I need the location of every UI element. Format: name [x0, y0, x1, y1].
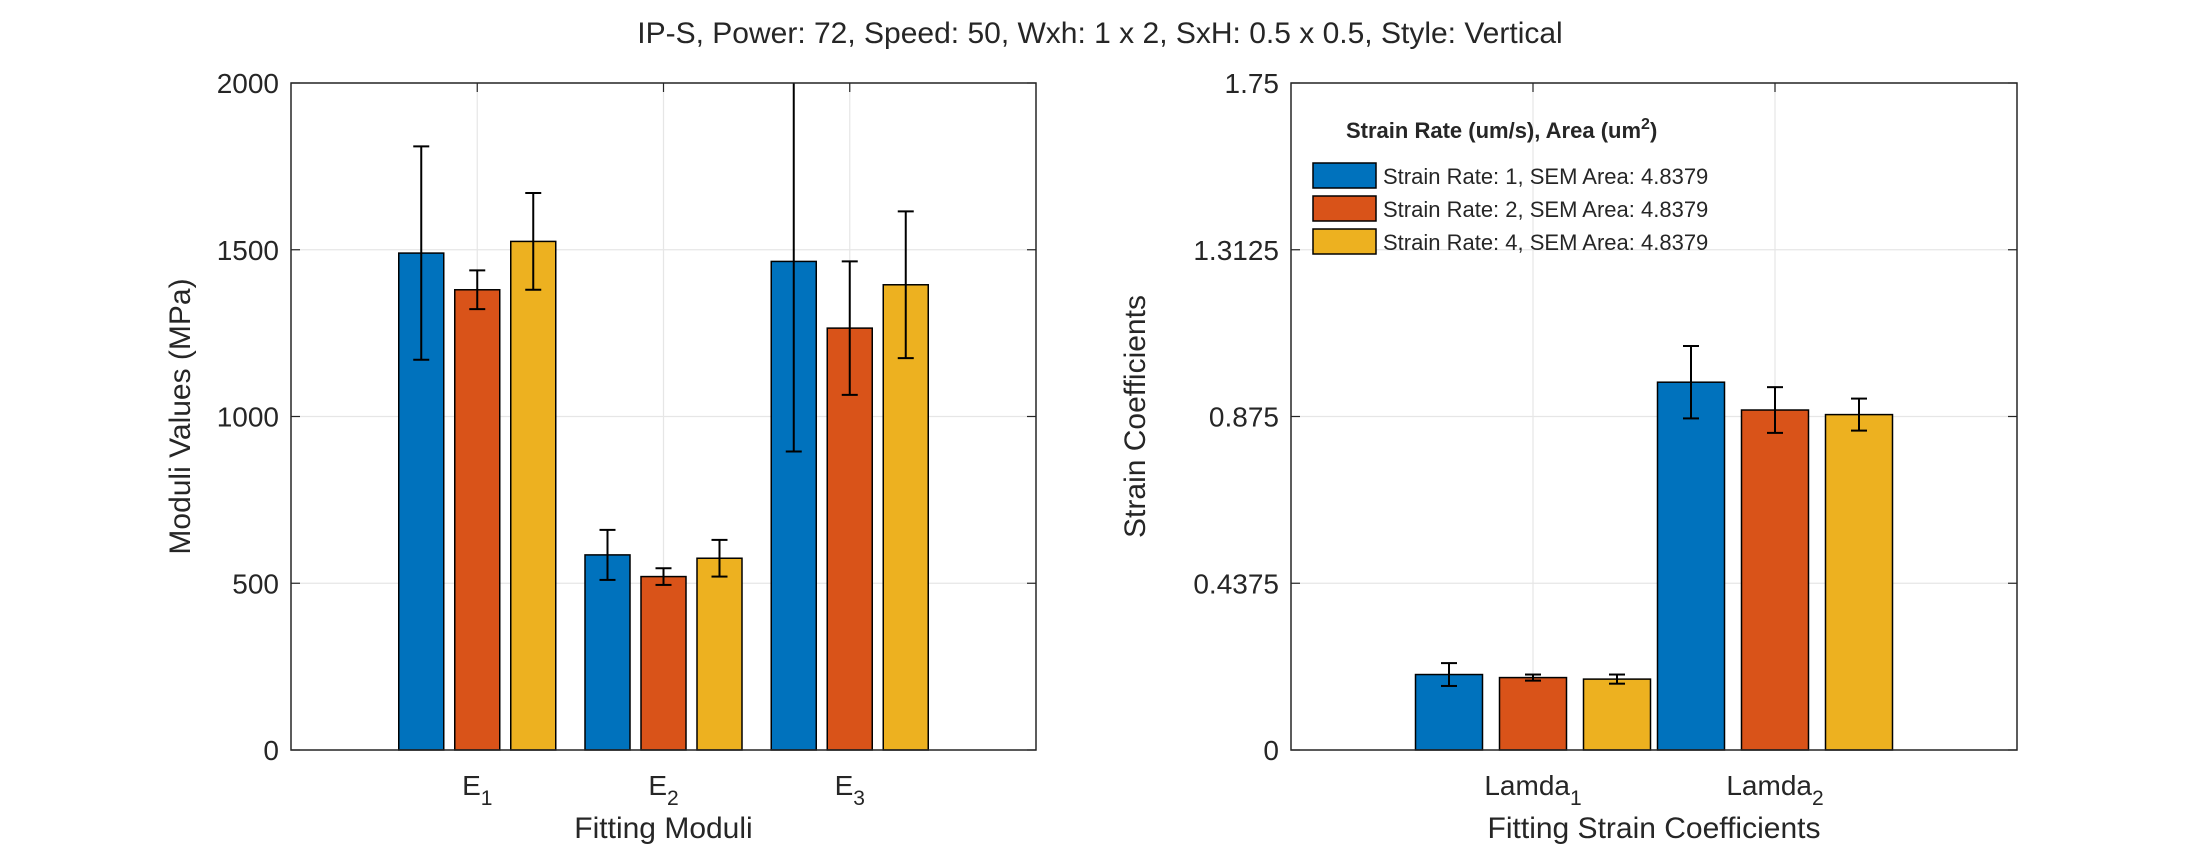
bar — [584, 554, 631, 751]
bar — [696, 557, 743, 751]
x-tick-label: E3 — [835, 770, 865, 810]
strain-coefficients-chart: 0 0.4375 0.875 1.3125 1.75 Lamda1 Lamda2Fittin… — [1119, 68, 2018, 844]
x-tick-label: Lamda1 — [1484, 770, 1581, 810]
bar — [1656, 381, 1726, 751]
bar — [454, 289, 501, 751]
axes-box — [1290, 82, 2018, 751]
y-tick-label: 500 — [232, 568, 279, 599]
y-tick-label: 0 — [263, 735, 279, 766]
legend-swatch — [1312, 162, 1377, 189]
y-axis-label: Moduli Values (MPa) — [164, 278, 197, 554]
bar — [826, 327, 873, 751]
x-tick-label: Lamda2 — [1726, 770, 1823, 810]
bar — [1498, 676, 1568, 751]
bar — [1740, 409, 1810, 751]
legend-title: Strain Rate (um/s), Area (um2) — [1346, 116, 1657, 143]
x-tick-label: E2 — [648, 770, 678, 810]
y-tick-label: 1.75 — [1225, 68, 1280, 99]
moduli-chart: 0 500 1000 1500 2000 E1 E2 E3 Fitting Moduli Modu… — [164, 68, 1037, 844]
x-tick-label: E1 — [462, 770, 492, 810]
legend-entry: Strain Rate: 4, SEM Area: 4.8379 — [1383, 230, 1708, 255]
figure-title: IP-S, Power: 72, Speed: 50, Wxh: 1 x 2, … — [637, 17, 1562, 50]
bar — [1414, 673, 1484, 751]
legend-swatch — [1312, 195, 1377, 222]
legend: Strain Rate (um/s), Area (um2) Strain Rat… — [1312, 116, 1708, 255]
legend-swatch — [1312, 228, 1377, 255]
y-tick-label: 1000 — [217, 402, 279, 433]
bar — [510, 240, 557, 751]
bar — [1582, 678, 1652, 751]
y-tick-label: 0 — [1263, 735, 1279, 766]
y-tick-label: 0.875 — [1209, 402, 1279, 433]
y-axis-label: Strain Coefficients — [1119, 295, 1152, 538]
bar — [640, 575, 687, 751]
bar — [1824, 413, 1894, 751]
x-axis-label: Fitting Moduli — [574, 812, 752, 844]
legend-entry: Strain Rate: 1, SEM Area: 4.8379 — [1383, 164, 1708, 189]
bar — [770, 260, 817, 751]
axes-box — [290, 82, 1037, 751]
y-tick-label: 2000 — [217, 68, 279, 99]
y-tick-label: 0.4375 — [1193, 568, 1279, 599]
y-tick-label: 1.3125 — [1193, 235, 1279, 266]
bar — [882, 284, 929, 751]
y-tick-label: 1500 — [217, 235, 279, 266]
legend-entry: Strain Rate: 2, SEM Area: 4.8379 — [1383, 197, 1708, 222]
x-axis-label: Fitting Strain Coefficients — [1488, 812, 1821, 844]
